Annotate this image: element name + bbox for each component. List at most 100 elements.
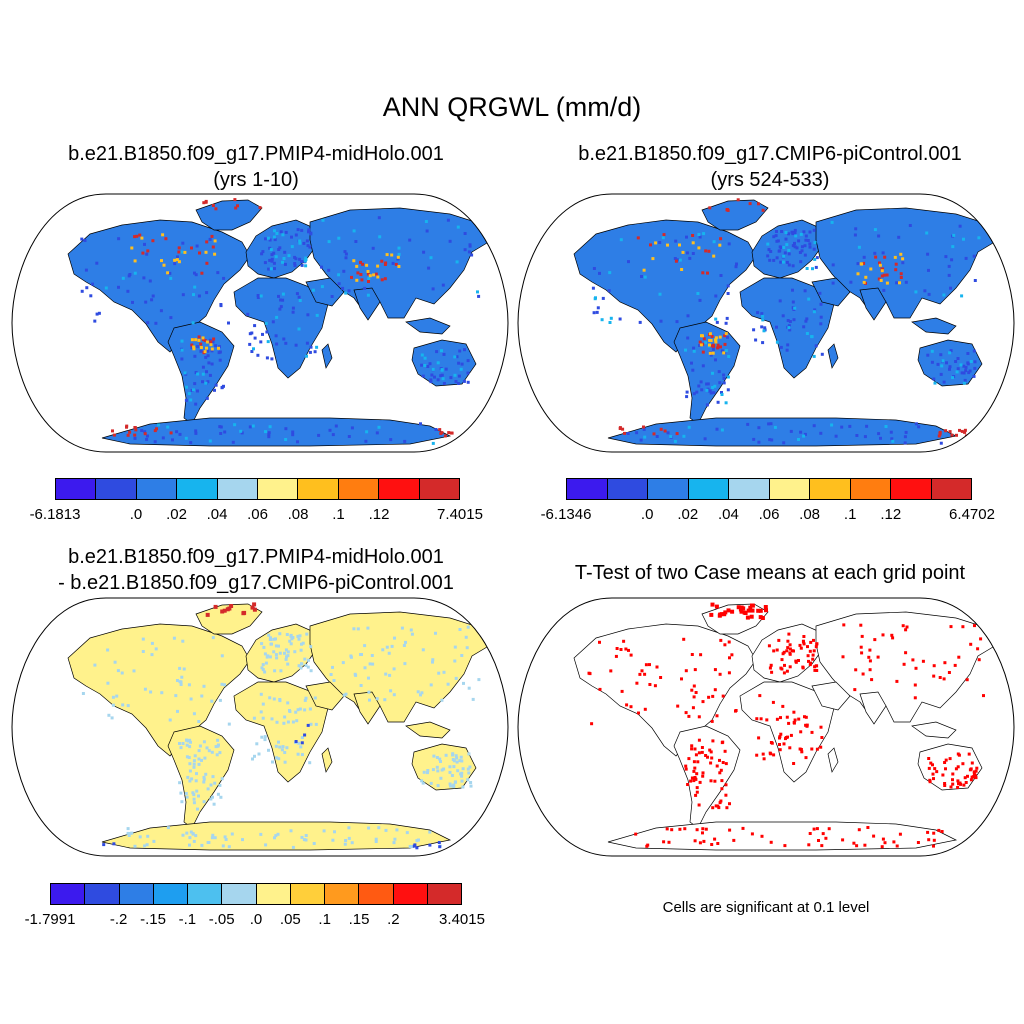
grid-cell (436, 361, 440, 365)
grid-cell (856, 262, 860, 266)
grid-cell (800, 245, 804, 249)
grid-cell (366, 626, 370, 630)
grid-cell (902, 662, 906, 666)
grid-cell (449, 784, 453, 788)
grid-cell (294, 343, 298, 347)
colorbar-swatch (567, 479, 608, 499)
panel4-title: T-Test of two Case means at each grid po… (528, 560, 1012, 586)
grid-cell (802, 642, 806, 646)
grid-cell (169, 316, 173, 320)
grid-cell (190, 338, 194, 342)
grid-cell (384, 672, 388, 676)
grid-cell (793, 306, 797, 310)
grid-cell (720, 391, 723, 394)
colorbar-tick-label: 6.4702 (949, 506, 995, 523)
globe-outline (517, 193, 1015, 453)
grid-cell (227, 845, 231, 849)
grid-cell (788, 665, 792, 669)
grid-cell (655, 435, 659, 438)
grid-cell (297, 637, 301, 641)
grid-cell (241, 838, 244, 842)
grid-cell (702, 232, 706, 236)
grid-cell (185, 385, 188, 389)
grid-cell (185, 755, 189, 759)
grid-cell (211, 204, 215, 207)
grid-cell (282, 257, 286, 260)
grid-cell (452, 765, 456, 769)
grid-cell (718, 672, 722, 676)
grid-cell (180, 250, 184, 254)
grid-cell (367, 690, 371, 694)
grid-cell (253, 754, 256, 758)
grid-cell (811, 653, 815, 657)
colorbar-tick-label: .06 (758, 506, 780, 523)
grid-cell (691, 706, 695, 710)
grid-cell (289, 634, 293, 638)
grid-cell (190, 346, 194, 350)
grid-cell (712, 391, 716, 395)
grid-cell (785, 649, 789, 653)
grid-cell (233, 198, 237, 202)
grid-cell (802, 434, 806, 438)
grid-cell (437, 671, 441, 675)
grid-cell (289, 642, 293, 646)
grid-cell (708, 332, 712, 336)
grid-cell (714, 358, 717, 362)
grid-cell (724, 321, 728, 325)
colorbar-tick-label: -.15 (140, 911, 166, 928)
grid-cell (627, 648, 630, 652)
grid-cell (728, 828, 732, 832)
grid-cell (146, 434, 149, 438)
colorbar-tick-label: -.05 (208, 911, 235, 928)
grid-cell (788, 320, 792, 323)
grid-cell (121, 703, 125, 707)
grid-cell (219, 303, 223, 306)
grid-cell (278, 246, 282, 250)
grid-cell (452, 785, 456, 789)
grid-cell (963, 430, 967, 434)
colorbar-tick-label: -.2 (109, 911, 128, 928)
grid-cell (231, 440, 235, 444)
grid-cell (977, 658, 981, 662)
grid-cell (874, 255, 878, 259)
grid-cell (442, 382, 446, 385)
grid-cell (469, 784, 473, 788)
grid-cell (466, 767, 470, 771)
grid-cell (702, 337, 706, 341)
grid-cell (899, 272, 903, 276)
grid-cell (931, 772, 935, 776)
grid-cell (786, 646, 790, 650)
grid-cell (213, 836, 217, 840)
grid-cell (607, 289, 611, 293)
grid-cell (947, 273, 951, 277)
grid-cell (873, 638, 877, 642)
grid-cell (730, 609, 735, 614)
grid-cell (423, 364, 427, 367)
grid-cell (293, 650, 297, 654)
grid-cell (717, 806, 721, 810)
grid-cell (436, 784, 440, 788)
grid-cell (157, 423, 161, 427)
grid-cell (234, 206, 238, 210)
colorbar-tick-label: .15 (348, 911, 370, 928)
grid-cell (303, 259, 307, 263)
globe-outline (11, 597, 509, 857)
grid-cell (259, 294, 263, 298)
grid-cell (227, 321, 230, 325)
grid-cell (248, 425, 252, 429)
grid-cell (194, 273, 198, 277)
grid-cell (459, 772, 463, 776)
grid-cell (687, 425, 691, 429)
grid-cell (713, 384, 717, 388)
grid-cell (145, 437, 149, 441)
grid-cell (259, 340, 263, 344)
grid-cell (930, 360, 934, 364)
grid-cell (272, 261, 276, 265)
grid-cell (300, 263, 304, 267)
grid-cell (621, 427, 625, 431)
grid-cell (949, 785, 953, 789)
grid-cell (209, 783, 213, 787)
grid-cell (174, 694, 178, 698)
colorbar-swatch (298, 479, 339, 499)
grid-cell (200, 758, 203, 762)
